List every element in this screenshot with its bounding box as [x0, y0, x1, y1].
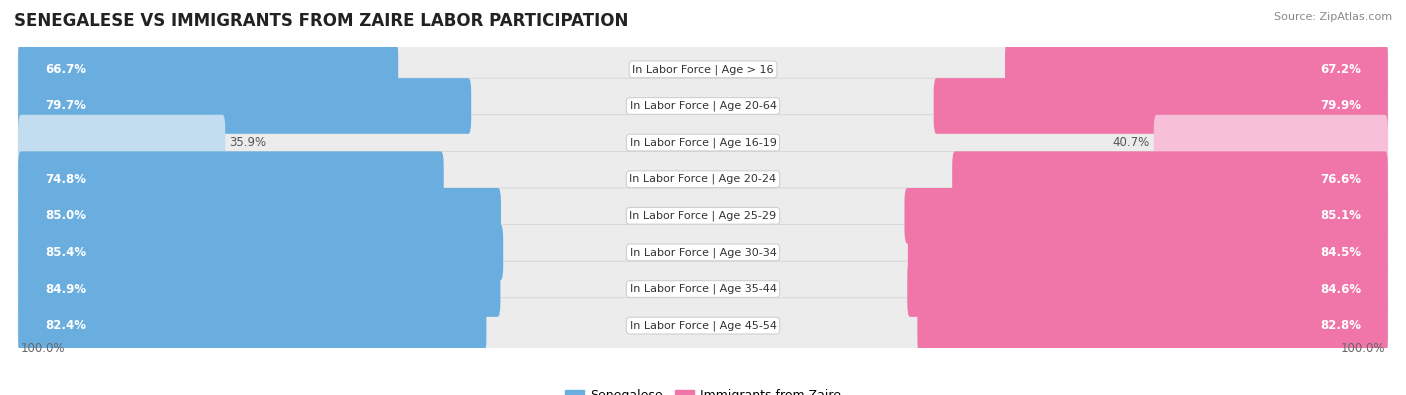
Text: 84.5%: 84.5%	[1320, 246, 1361, 259]
Text: 85.4%: 85.4%	[45, 246, 86, 259]
FancyBboxPatch shape	[934, 78, 1388, 134]
FancyBboxPatch shape	[18, 261, 501, 317]
FancyBboxPatch shape	[1154, 115, 1388, 170]
Text: 82.8%: 82.8%	[1320, 319, 1361, 332]
Text: In Labor Force | Age > 16: In Labor Force | Age > 16	[633, 64, 773, 75]
Text: 100.0%: 100.0%	[21, 342, 66, 355]
FancyBboxPatch shape	[18, 115, 1388, 170]
FancyBboxPatch shape	[18, 225, 503, 280]
Text: 85.1%: 85.1%	[1320, 209, 1361, 222]
Text: 82.4%: 82.4%	[45, 319, 86, 332]
Text: 76.6%: 76.6%	[1320, 173, 1361, 186]
Text: In Labor Force | Age 20-24: In Labor Force | Age 20-24	[630, 174, 776, 184]
FancyBboxPatch shape	[18, 225, 1388, 280]
FancyBboxPatch shape	[917, 298, 1388, 354]
FancyBboxPatch shape	[18, 298, 1388, 354]
Text: 35.9%: 35.9%	[229, 136, 267, 149]
Text: 85.0%: 85.0%	[45, 209, 86, 222]
Text: 84.9%: 84.9%	[45, 282, 86, 295]
FancyBboxPatch shape	[18, 78, 1388, 134]
FancyBboxPatch shape	[18, 115, 225, 170]
FancyBboxPatch shape	[18, 41, 398, 97]
Text: In Labor Force | Age 25-29: In Labor Force | Age 25-29	[630, 211, 776, 221]
Text: 84.6%: 84.6%	[1320, 282, 1361, 295]
FancyBboxPatch shape	[18, 78, 471, 134]
Text: SENEGALESE VS IMMIGRANTS FROM ZAIRE LABOR PARTICIPATION: SENEGALESE VS IMMIGRANTS FROM ZAIRE LABO…	[14, 12, 628, 30]
FancyBboxPatch shape	[18, 151, 1388, 207]
Text: 67.2%: 67.2%	[1320, 63, 1361, 76]
Text: In Labor Force | Age 16-19: In Labor Force | Age 16-19	[630, 137, 776, 148]
Text: 100.0%: 100.0%	[1340, 342, 1385, 355]
Text: In Labor Force | Age 30-34: In Labor Force | Age 30-34	[630, 247, 776, 258]
FancyBboxPatch shape	[907, 261, 1388, 317]
FancyBboxPatch shape	[18, 298, 486, 354]
FancyBboxPatch shape	[18, 261, 1388, 317]
FancyBboxPatch shape	[952, 151, 1388, 207]
FancyBboxPatch shape	[18, 188, 501, 244]
Text: In Labor Force | Age 20-64: In Labor Force | Age 20-64	[630, 101, 776, 111]
Text: 40.7%: 40.7%	[1112, 136, 1150, 149]
FancyBboxPatch shape	[1005, 41, 1388, 97]
Text: In Labor Force | Age 45-54: In Labor Force | Age 45-54	[630, 320, 776, 331]
Text: Source: ZipAtlas.com: Source: ZipAtlas.com	[1274, 12, 1392, 22]
FancyBboxPatch shape	[18, 41, 1388, 97]
Text: In Labor Force | Age 35-44: In Labor Force | Age 35-44	[630, 284, 776, 294]
Text: 79.9%: 79.9%	[1320, 100, 1361, 113]
FancyBboxPatch shape	[18, 151, 444, 207]
Text: 79.7%: 79.7%	[45, 100, 86, 113]
FancyBboxPatch shape	[908, 225, 1388, 280]
FancyBboxPatch shape	[18, 188, 1388, 244]
Text: 66.7%: 66.7%	[45, 63, 86, 76]
FancyBboxPatch shape	[904, 188, 1388, 244]
Legend: Senegalese, Immigrants from Zaire: Senegalese, Immigrants from Zaire	[560, 384, 846, 395]
Text: 74.8%: 74.8%	[45, 173, 86, 186]
